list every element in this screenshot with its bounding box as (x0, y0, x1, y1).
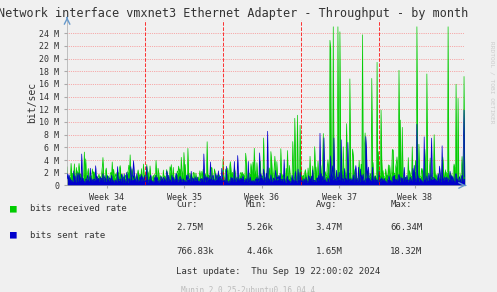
Text: Cur:: Cur: (176, 200, 198, 209)
Text: 66.34M: 66.34M (390, 223, 422, 232)
Text: 5.26k: 5.26k (246, 223, 273, 232)
Text: bits sent rate: bits sent rate (30, 231, 105, 240)
Text: RRDTOOL / TOBI OETIKER: RRDTOOL / TOBI OETIKER (490, 41, 495, 123)
Text: Network interface vmxnet3 Ethernet Adapter - Throughput - by month: Network interface vmxnet3 Ethernet Adapt… (0, 7, 469, 20)
Y-axis label: bit/sec: bit/sec (27, 82, 37, 124)
Text: bits received rate: bits received rate (30, 204, 127, 213)
Text: Munin 2.0.25-2ubuntu0.16.04.4: Munin 2.0.25-2ubuntu0.16.04.4 (181, 286, 316, 292)
Text: 4.46k: 4.46k (246, 247, 273, 256)
Text: Avg:: Avg: (316, 200, 337, 209)
Text: 1.65M: 1.65M (316, 247, 342, 256)
Text: ■: ■ (10, 229, 17, 239)
Text: 18.32M: 18.32M (390, 247, 422, 256)
Text: ■: ■ (10, 203, 17, 213)
Text: 3.47M: 3.47M (316, 223, 342, 232)
Text: Max:: Max: (390, 200, 412, 209)
Text: 766.83k: 766.83k (176, 247, 214, 256)
Text: 2.75M: 2.75M (176, 223, 203, 232)
Text: Min:: Min: (246, 200, 267, 209)
Text: Last update:  Thu Sep 19 22:00:02 2024: Last update: Thu Sep 19 22:00:02 2024 (176, 267, 381, 276)
